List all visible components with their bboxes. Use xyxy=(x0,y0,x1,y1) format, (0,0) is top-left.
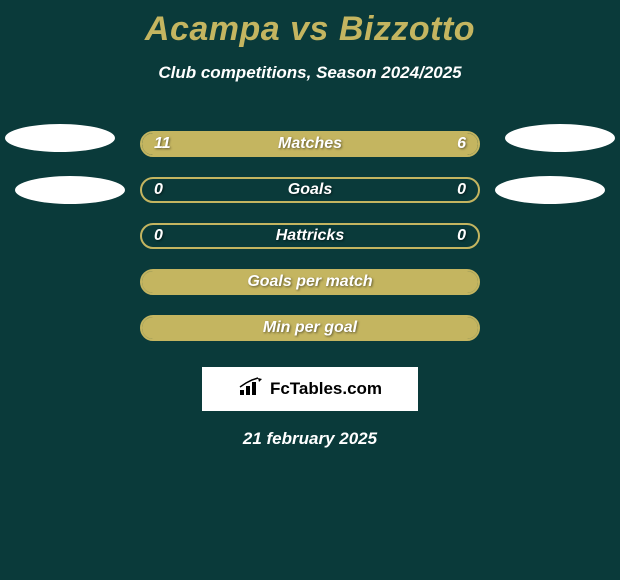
stat-row-goals: 0 Goals 0 xyxy=(0,167,620,213)
stat-bar: 0 Goals 0 xyxy=(140,177,480,203)
stat-value-right: 0 xyxy=(457,227,466,245)
main-container: Acampa vs Bizzotto Club competitions, Se… xyxy=(0,0,620,449)
date-text: 21 february 2025 xyxy=(0,429,620,449)
logo-text: FcTables.com xyxy=(270,379,382,399)
stats-area: 11 Matches 6 0 Goals 0 0 Hattricks 0 xyxy=(0,121,620,351)
stat-row-matches: 11 Matches 6 xyxy=(0,121,620,167)
stat-row-min-per-goal: Min per goal xyxy=(0,305,620,351)
chart-icon xyxy=(238,377,264,402)
stat-label: Hattricks xyxy=(142,227,478,245)
stat-row-goals-per-match: Goals per match xyxy=(0,259,620,305)
page-title: Acampa vs Bizzotto xyxy=(0,10,620,49)
stat-bar: 0 Hattricks 0 xyxy=(140,223,480,249)
stat-value-right: 6 xyxy=(457,135,466,153)
stat-label: Goals xyxy=(142,181,478,199)
stat-label: Matches xyxy=(142,135,478,153)
stat-bar: Min per goal xyxy=(140,315,480,341)
subtitle: Club competitions, Season 2024/2025 xyxy=(0,63,620,83)
stat-label: Goals per match xyxy=(142,273,478,291)
stat-row-hattricks: 0 Hattricks 0 xyxy=(0,213,620,259)
stat-bar: 11 Matches 6 xyxy=(140,131,480,157)
stat-value-right: 0 xyxy=(457,181,466,199)
stat-label: Min per goal xyxy=(142,319,478,337)
logo-box[interactable]: FcTables.com xyxy=(202,367,418,411)
stat-bar: Goals per match xyxy=(140,269,480,295)
